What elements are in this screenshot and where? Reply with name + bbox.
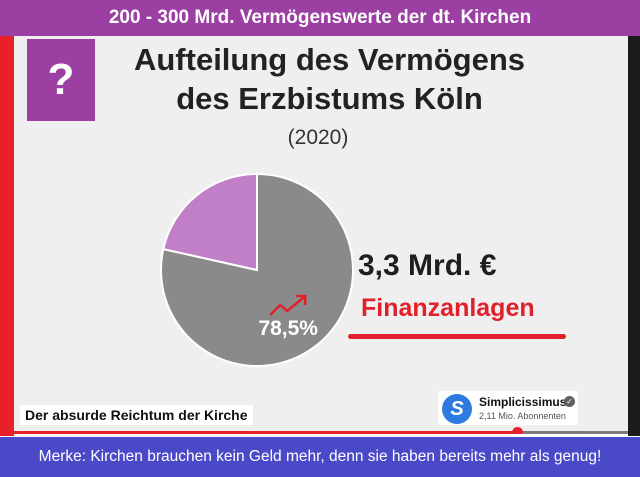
channel-logo-icon[interactable]: S: [442, 394, 472, 424]
channel-subscribers: 2,11 Mio. Abonnenten: [479, 411, 566, 421]
video-frame[interactable]: ? Aufteilung des Vermögens des Erzbistum…: [14, 36, 628, 434]
video-caption: Der absurde Reichtum der Kirche: [20, 405, 253, 425]
pie-slice-2: [162, 172, 258, 272]
pie-chart: 78,5%: [160, 172, 354, 367]
channel-name[interactable]: Simplicissimus: [479, 395, 567, 409]
pie-slice-label-1: 78,5%: [258, 317, 318, 340]
amount-value: 3,3 Mrd. €: [358, 249, 497, 282]
footer-banner: Merke: Kirchen brauchen kein Geld mehr, …: [0, 437, 640, 477]
header-banner: 200 - 300 Mrd. Vermögenswerte der dt. Ki…: [0, 0, 640, 36]
video-progress-bar[interactable]: [14, 427, 628, 434]
slide-title-line-1: Aufteilung des Vermögens: [133, 42, 525, 77]
slide-title-line-2: des Erzbistums Köln: [176, 81, 483, 116]
header-title: 200 - 300 Mrd. Vermögenswerte der dt. Ki…: [108, 7, 532, 28]
slide-title: Aufteilung des Vermögens des Erzbistums …: [102, 40, 557, 118]
footer-text: Merke: Kirchen brauchen kein Geld mehr, …: [38, 448, 602, 465]
category-underline: [348, 334, 566, 339]
left-red-stripe: [0, 36, 14, 436]
video-progress-fill: [14, 431, 518, 434]
channel-logo-letter: S: [450, 397, 464, 420]
slide-year: (2020): [287, 126, 349, 149]
verified-check-icon: ✓: [564, 396, 575, 407]
right-frame-edge: [628, 36, 640, 436]
channel-badge[interactable]: S Simplicissimus ✓ 2,11 Mio. Abonnenten: [438, 391, 578, 425]
trend-up-arrow-icon: [269, 294, 307, 316]
question-mark-icon: ?: [47, 55, 75, 104]
category-label: Finanzanlagen: [361, 294, 535, 322]
video-progress-handle[interactable]: [512, 427, 524, 434]
question-mark-badge: ?: [27, 39, 95, 121]
